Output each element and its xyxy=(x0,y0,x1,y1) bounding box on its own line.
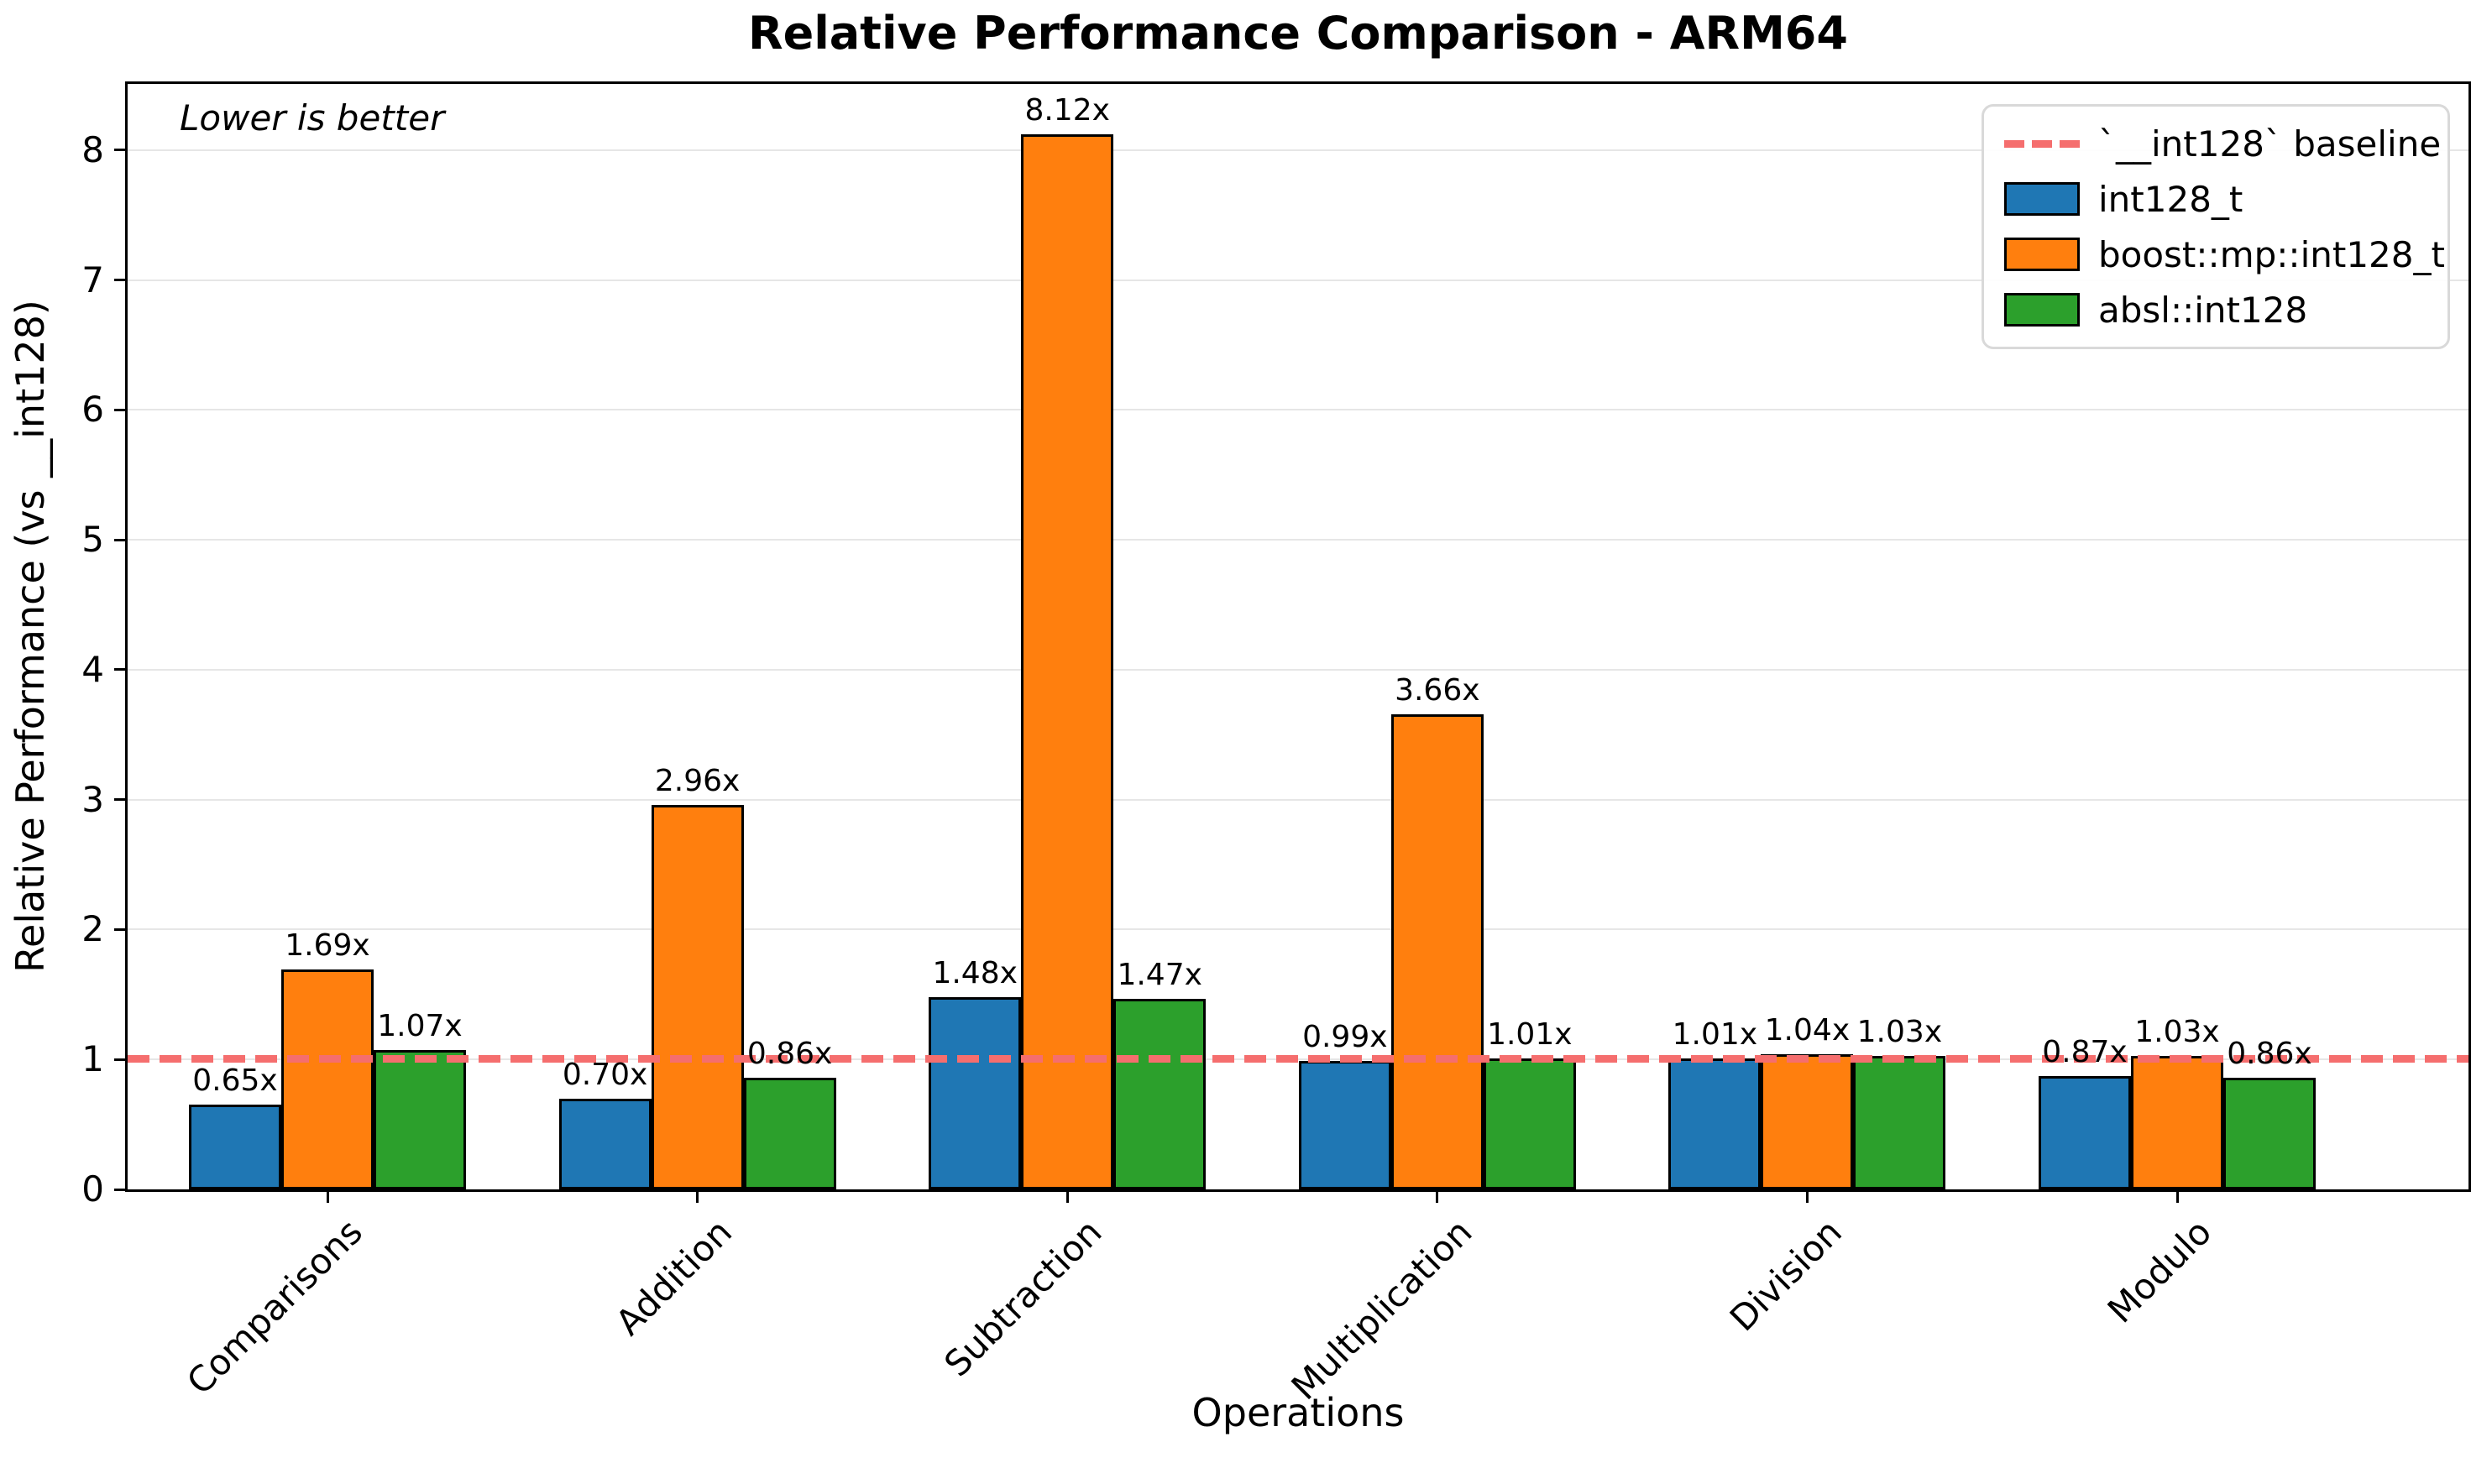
y-tick-mark-5 xyxy=(114,538,128,541)
x-tick-label-Multiplication: Multiplication xyxy=(1283,1211,1480,1408)
bar-int128_t-Division xyxy=(1668,1058,1762,1189)
value-label-boost::mp::int128_t-Addition: 2.96x xyxy=(654,763,741,798)
series-swatch-absl xyxy=(2004,293,2080,327)
bar-int128_t-Modulo xyxy=(2039,1076,2131,1189)
y-tick-label-8: 8 xyxy=(81,128,104,170)
x-tick-mark-Comparisons xyxy=(326,1189,329,1203)
x-axis-label: Operations xyxy=(1191,1390,1405,1435)
legend-item-baseline: `__int128` baseline xyxy=(2004,122,2441,165)
value-label-int128_t-Modulo: 0.87x xyxy=(2042,1035,2128,1070)
bar-absl::int128-Multiplication xyxy=(1483,1058,1576,1189)
value-label-boost::mp::int128_t-Subtraction: 8.12x xyxy=(1024,93,1110,128)
y-tick-label-7: 7 xyxy=(81,259,104,300)
y-tick-mark-0 xyxy=(114,1188,128,1191)
y-tick-mark-2 xyxy=(114,928,128,931)
value-label-absl::int128-Subtraction: 1.47x xyxy=(1117,957,1202,992)
value-label-int128_t-Multiplication: 0.99x xyxy=(1302,1019,1388,1054)
gridline-y-6 xyxy=(128,409,2468,411)
y-tick-label-3: 3 xyxy=(81,778,104,820)
gridline-y-5 xyxy=(128,539,2468,541)
legend-label-absl: absl::int128 xyxy=(2098,289,2308,331)
x-tick-label-Division: Division xyxy=(1721,1211,1851,1340)
x-tick-label-Subtraction: Subtraction xyxy=(936,1211,1110,1385)
value-label-int128_t-Addition: 0.70x xyxy=(562,1057,648,1092)
gridline-y-2 xyxy=(128,928,2468,931)
y-tick-mark-7 xyxy=(114,279,128,282)
value-label-int128_t-Comparisons: 0.65x xyxy=(192,1063,278,1099)
bar-boost::mp::int128_t-Addition xyxy=(651,804,744,1189)
bar-absl::int128-Comparisons xyxy=(374,1050,466,1189)
bar-boost::mp::int128_t-Modulo xyxy=(2131,1055,2223,1189)
legend-item-int128_t: int128_t xyxy=(2004,177,2427,221)
value-label-absl::int128-Multiplication: 1.01x xyxy=(1487,1016,1573,1052)
bar-int128_t-Multiplication xyxy=(1298,1060,1391,1189)
y-tick-label-5: 5 xyxy=(81,519,104,561)
bar-boost::mp::int128_t-Comparisons xyxy=(281,969,374,1189)
legend-label-boost: boost::mp::int128_t xyxy=(2098,233,2445,275)
y-tick-label-6: 6 xyxy=(81,389,104,431)
bar-int128_t-Addition xyxy=(558,1098,652,1189)
y-tick-mark-4 xyxy=(114,668,128,671)
bar-absl::int128-Addition xyxy=(743,1077,836,1189)
y-tick-mark-1 xyxy=(114,1058,128,1061)
bar-absl::int128-Subtraction xyxy=(1113,998,1207,1189)
value-label-absl::int128-Comparisons: 1.07x xyxy=(377,1009,463,1044)
baseline-dashed-line xyxy=(128,1055,2468,1063)
x-tick-label-Addition: Addition xyxy=(607,1211,741,1344)
value-label-absl::int128-Addition: 0.86x xyxy=(746,1036,833,1071)
bar-boost::mp::int128_t-Subtraction xyxy=(1021,134,1114,1189)
value-label-boost::mp::int128_t-Division: 1.04x xyxy=(1764,1013,1851,1048)
bar-absl::int128-Modulo xyxy=(2223,1077,2316,1189)
x-tick-mark-Addition xyxy=(696,1189,699,1203)
bar-int128_t-Subtraction xyxy=(929,996,1022,1189)
y-tick-mark-3 xyxy=(114,798,128,802)
series-swatch-boost xyxy=(2004,238,2080,271)
bar-absl::int128-Division xyxy=(1853,1055,1946,1189)
gridline-y-4 xyxy=(128,668,2468,671)
gridline-y-3 xyxy=(128,798,2468,801)
bar-int128_t-Comparisons xyxy=(189,1105,281,1189)
chart-title: Relative Performance Comparison - ARM64 xyxy=(748,7,1848,60)
y-tick-label-2: 2 xyxy=(81,908,104,950)
x-tick-mark-Modulo xyxy=(2175,1189,2179,1203)
x-tick-label-Comparisons: Comparisons xyxy=(178,1211,370,1403)
x-tick-label-Modulo: Modulo xyxy=(2100,1211,2220,1331)
value-label-absl::int128-Modulo: 0.86x xyxy=(2227,1036,2312,1071)
y-tick-mark-6 xyxy=(114,408,128,411)
legend: `__int128` baseline int128_t boost::mp::… xyxy=(1982,104,2450,349)
gridline-y-7 xyxy=(128,279,2468,281)
legend-label-int128_t: int128_t xyxy=(2098,178,2243,220)
y-tick-label-4: 4 xyxy=(81,648,104,690)
baseline-dash-icon xyxy=(2004,127,2080,160)
bar-boost::mp::int128_t-Multiplication xyxy=(1390,713,1484,1189)
y-axis-label: Relative Performance (vs __int128) xyxy=(8,300,53,973)
value-label-boost::mp::int128_t-Multiplication: 3.66x xyxy=(1395,672,1480,708)
y-tick-label-1: 1 xyxy=(81,1038,104,1080)
annotation-lower-is-better: Lower is better xyxy=(180,97,445,138)
y-tick-label-0: 0 xyxy=(81,1168,104,1210)
value-label-int128_t-Subtraction: 1.48x xyxy=(932,955,1018,990)
legend-item-absl: absl::int128 xyxy=(2004,288,2427,332)
legend-item-boost: boost::mp::int128_t xyxy=(2004,233,2445,276)
series-swatch-int128_t xyxy=(2004,182,2080,216)
gridline-y-8 xyxy=(128,149,2468,151)
legend-label-baseline: `__int128` baseline xyxy=(2098,123,2442,165)
x-tick-mark-Subtraction xyxy=(1065,1189,1069,1203)
x-tick-mark-Division xyxy=(1805,1189,1809,1203)
value-label-int128_t-Division: 1.01x xyxy=(1672,1016,1758,1052)
value-label-boost::mp::int128_t-Comparisons: 1.69x xyxy=(285,928,370,964)
value-label-absl::int128-Division: 1.03x xyxy=(1856,1014,1943,1049)
y-tick-mark-8 xyxy=(114,149,128,152)
value-label-boost::mp::int128_t-Modulo: 1.03x xyxy=(2134,1014,2220,1049)
x-tick-mark-Multiplication xyxy=(1436,1189,1439,1203)
bar-boost::mp::int128_t-Division xyxy=(1761,1054,1854,1189)
